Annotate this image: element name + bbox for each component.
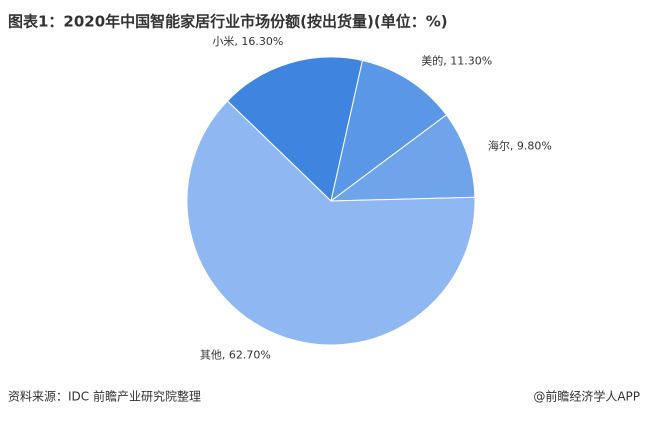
pie-slice (226, 56, 364, 202)
data-label: 海尔, 9.80% (488, 139, 552, 153)
data-label: 其他, 62.70% (200, 349, 271, 362)
pie-slice (186, 100, 476, 346)
pie-slice (330, 59, 448, 203)
pie-slice (329, 114, 476, 202)
data-label: 美的, 11.30% (421, 54, 492, 68)
data-label: 小米, 16.30% (212, 35, 283, 48)
footer: @前瞻经济学人APP (533, 389, 640, 404)
chart-title: 图表1：2020年中国智能家居行业市场份额(按出货量)(单位：%) (8, 13, 448, 31)
source: 资料来源：IDC 前瞻产业研究院整理 (8, 389, 201, 404)
